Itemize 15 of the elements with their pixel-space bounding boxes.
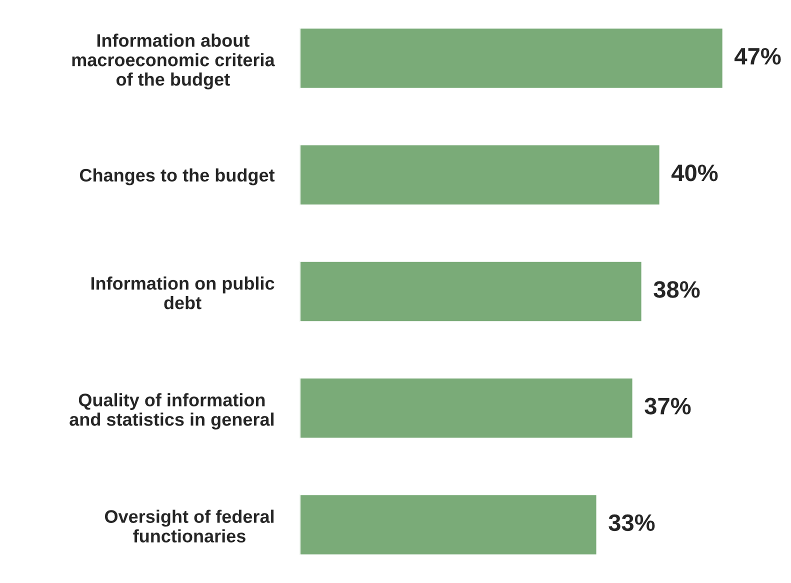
data-label: 47% — [734, 48, 781, 65]
bar — [300, 494, 598, 556]
bar — [300, 27, 724, 90]
y-tick-label: Information on public debt — [91, 276, 274, 310]
y-tick-label: Information about macroeconomic criteria of the budget — [72, 34, 275, 90]
y-tick-label: Changes to the budget — [80, 168, 275, 186]
data-label: 33% — [608, 514, 655, 532]
bar — [300, 260, 643, 323]
data-label: 38% — [654, 281, 700, 298]
data-label: 37% — [644, 398, 691, 414]
bar — [300, 144, 661, 206]
bar — [300, 377, 634, 440]
y-tick-label: Quality of information and statistics in general — [70, 393, 274, 430]
data-label: 40% — [671, 164, 718, 182]
y-tick-label: Oversight of federal functionaries — [104, 510, 274, 542]
